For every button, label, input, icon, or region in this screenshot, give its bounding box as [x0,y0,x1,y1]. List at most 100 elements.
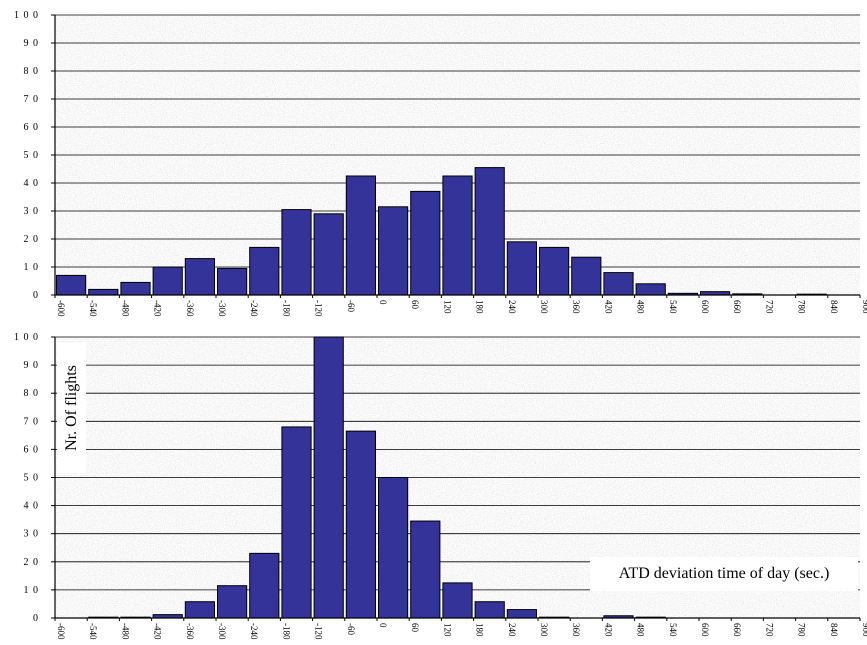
x-tick-label: 600 [700,623,710,637]
x-tick-label: 360 [571,623,581,637]
bar [474,601,505,619]
y-tick-label: 7 0 [24,94,40,105]
y-tick-label: 7 0 [24,416,40,427]
x-tick-label: 780 [797,623,807,637]
x-axis-label-box: ATD deviation time of day (sec.) [590,557,858,591]
x-tick-label: -540 [88,300,98,317]
x-tick-label: -300 [217,623,227,640]
x-tick-label: 660 [732,623,742,637]
x-tick-label: -60 [346,623,356,635]
x-tick-label: 240 [507,300,517,314]
x-tick-label: -120 [314,300,324,317]
x-tick-label: 540 [668,300,678,314]
y-tick-label: 9 0 [24,38,40,49]
y-tick-label: 5 0 [24,473,40,484]
y-tick-label: 6 0 [24,122,40,133]
y-tick-label: 0 [33,613,39,624]
x-tick-label: 420 [603,300,613,314]
bar [442,175,473,296]
bar [313,336,344,619]
bar [603,272,634,296]
bar [345,175,376,296]
bar [56,274,87,296]
bar [474,167,505,296]
bar [345,430,376,619]
bar [88,288,119,296]
bar [635,283,666,296]
bar [442,582,473,619]
x-tick-label: 180 [475,623,485,637]
y-tick-label: 2 0 [24,234,40,245]
y-tick-label: 1 0 0 [14,332,39,343]
bar [184,258,216,296]
x-tick-label: 480 [636,300,646,314]
chart-bottom: 01 02 03 04 05 06 07 08 09 01 0 0-600 -54… [14,332,867,640]
y-axis-label-box: Nr. Of flights [57,343,86,473]
x-tick-label: 300 [539,300,549,314]
bar [410,520,441,619]
x-tick-label: -480 [120,300,130,317]
bar [506,241,537,296]
x-tick-label: -180 [281,623,291,640]
x-tick-label: 660 [732,300,742,314]
y-tick-label: 5 0 [24,150,40,161]
bar [281,209,312,296]
x-tick-label: 240 [507,623,517,637]
x-tick-label: 600 [700,300,710,314]
x-tick-label: -360 [185,300,195,317]
x-tick-label: 120 [442,623,452,637]
x-tick-label: 540 [668,623,678,637]
y-tick-label: 1 0 [24,262,40,273]
x-tick-label: -60 [346,300,356,312]
x-tick-label: -600 [56,623,66,640]
x-tick-label: -300 [217,300,227,317]
y-tick-label: 1 0 0 [14,10,39,21]
x-tick-label: 0 [378,623,388,628]
x-tick-label: 840 [829,300,839,314]
y-tick-label: 8 0 [24,66,40,77]
x-axis-label: ATD deviation time of day (sec.) [618,565,830,582]
x-tick-label: 0 [378,300,388,305]
bar [249,552,280,619]
bar [378,477,409,619]
x-tick-label: 300 [539,623,549,637]
x-tick-label: 120 [442,300,452,314]
x-tick-label: -600 [56,300,66,317]
x-tick-label: 780 [797,300,807,314]
x-tick-label: -480 [120,623,130,640]
bar [378,206,409,296]
y-tick-label: 3 0 [24,529,40,540]
y-axis-label: Nr. Of flights [62,365,80,451]
x-tick-label: -420 [153,300,163,317]
x-tick-label: -360 [185,623,195,640]
x-tick-label: -240 [249,623,259,640]
x-tick-label: -240 [249,300,259,317]
x-tick-label: -420 [153,623,163,640]
x-tick-label: 840 [829,623,839,637]
y-tick-label: 2 0 [24,557,40,568]
bar [410,190,441,296]
bar [120,281,151,296]
y-tick-label: 0 [33,290,39,301]
x-tick-label: 360 [571,300,581,314]
x-tick-label: -120 [314,623,324,640]
x-tick-label: -540 [88,623,98,640]
x-tick-label: 60 [410,623,420,633]
x-tick-label: 60 [410,300,420,310]
bar [184,601,216,619]
x-tick-label: 720 [764,300,774,314]
x-tick-label: 900 [861,300,867,314]
x-tick-label: 480 [636,623,646,637]
x-tick-label: 900 [861,623,867,637]
bar [217,585,248,619]
y-tick-label: 1 0 [24,585,40,596]
chart-top: 01 02 03 04 05 06 07 08 09 01 0 0-600 -54… [14,10,867,317]
x-tick-label: 720 [764,623,774,637]
y-tick-label: 8 0 [24,388,40,399]
y-tick-label: 4 0 [24,178,40,189]
y-tick-label: 4 0 [24,501,40,512]
bar [249,246,280,296]
x-tick-label: 420 [603,623,613,637]
bar [152,266,183,296]
